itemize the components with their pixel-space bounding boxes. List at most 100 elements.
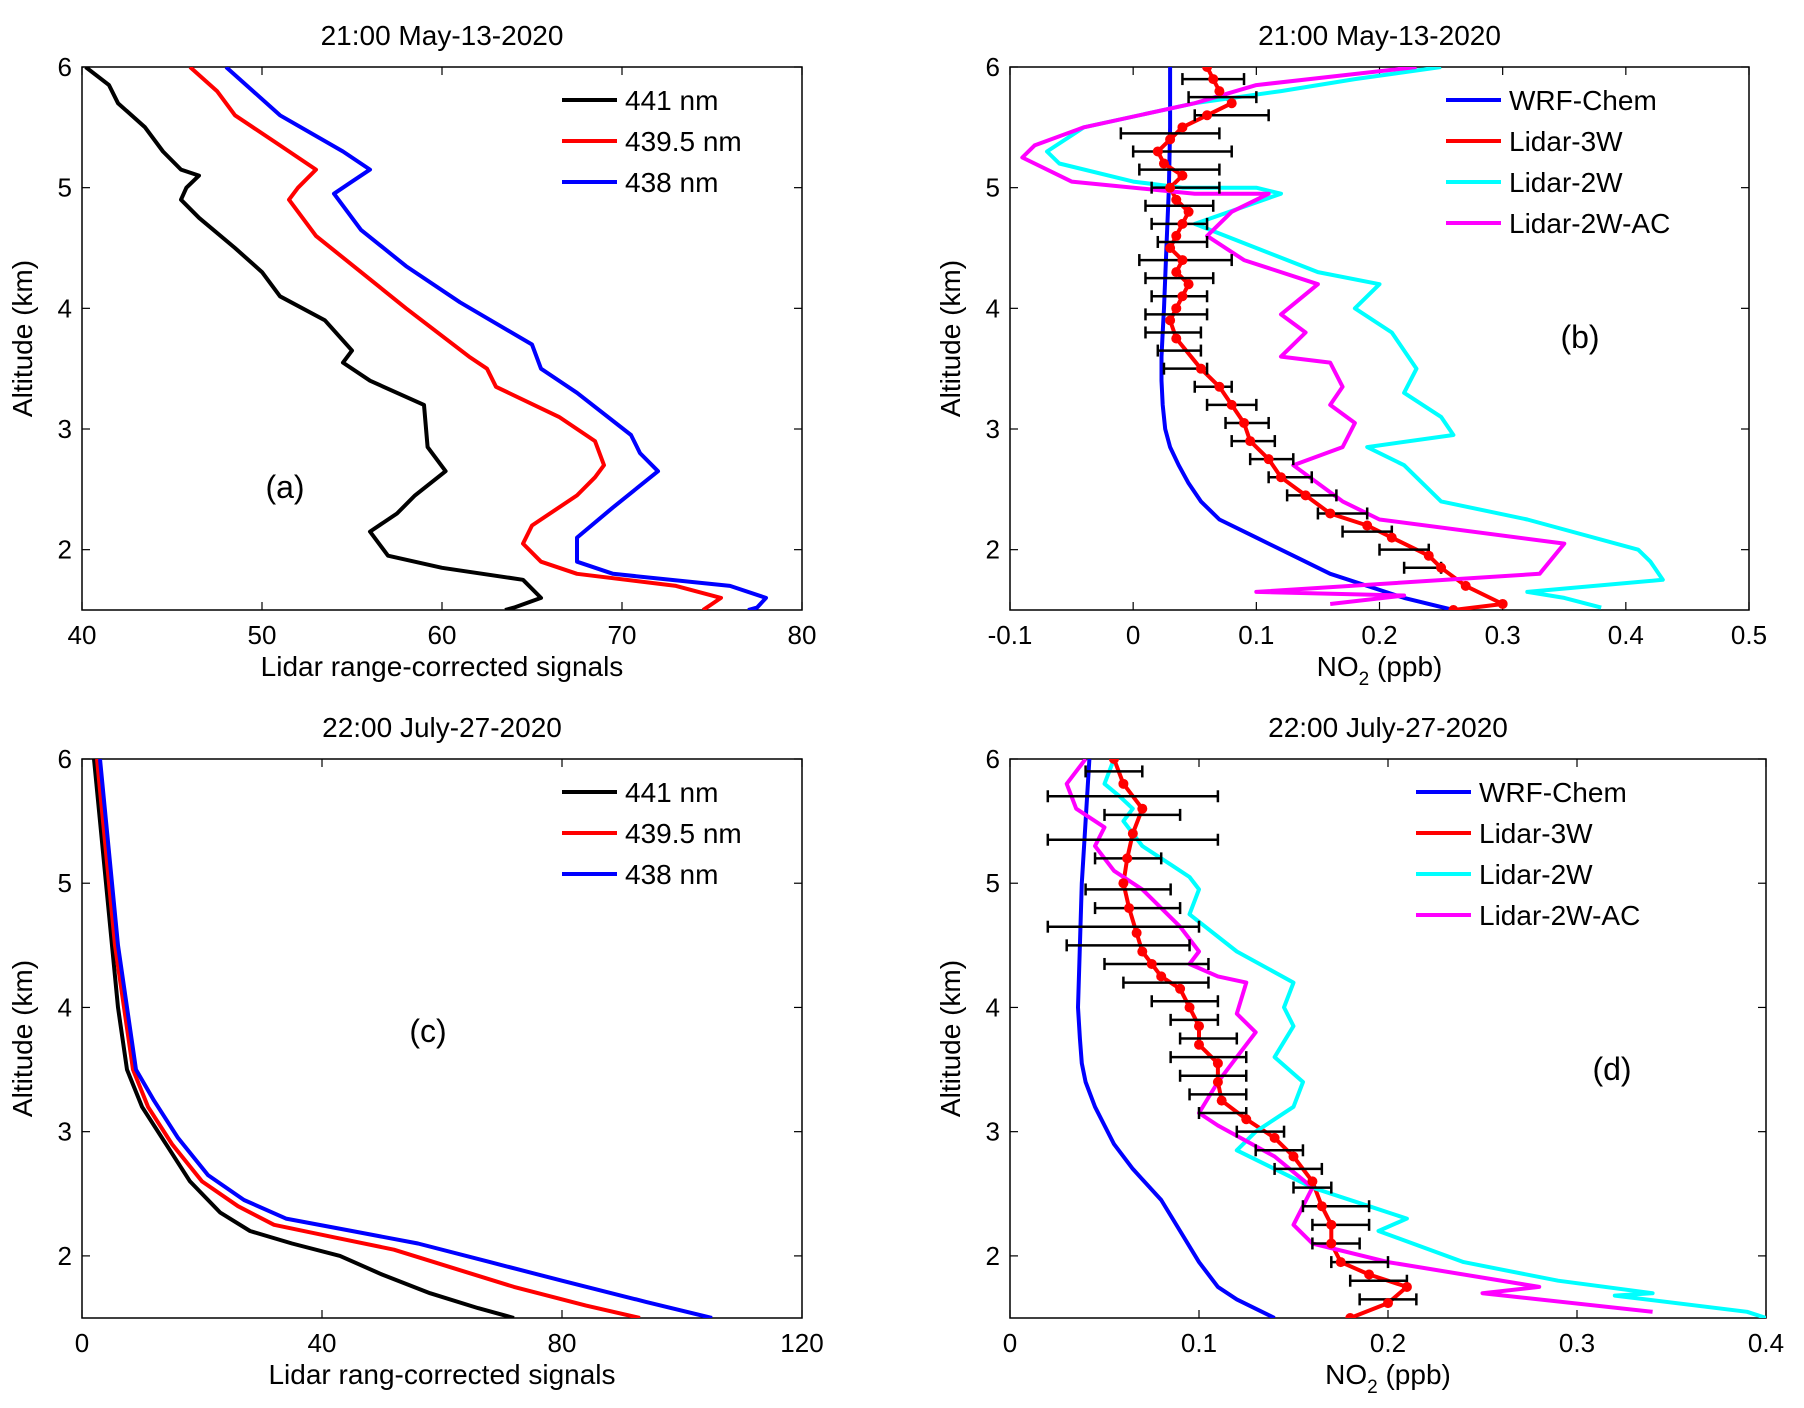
panel-b-lidar-3w-point (1448, 605, 1459, 610)
panel-c-legend-label: 439.5 nm (625, 818, 742, 849)
panel-b-lidar-3w-point (1171, 194, 1182, 205)
panel-b-lidar-3w-point (1171, 267, 1182, 278)
panel-b-series-lidar-2w-ac (1020, 67, 1567, 606)
panel-d-lidar-3w-point (1146, 958, 1157, 969)
panel-d-lidar-3w-point (1108, 759, 1119, 764)
panel-d-lidar-3w-point (1184, 1002, 1195, 1013)
panel-b-lidar-3w-point (1183, 279, 1194, 290)
panel-b-lidar-3w-point (1165, 315, 1176, 326)
panel-d-lidar-3w-point (1137, 803, 1148, 814)
panel-b-ytick-label: 2 (986, 535, 1000, 565)
panel-d-lidar-3w-point (1194, 1039, 1204, 1050)
panel-d-legend-label: WRF-Chem (1479, 777, 1627, 808)
panel-a-series-439-5-nm (188, 67, 723, 610)
panel-a-xtick-label: 50 (248, 620, 277, 650)
panel-a-legend-label: 441 nm (625, 85, 718, 116)
panel-c-series-438-nm (98, 759, 713, 1318)
panel-b-plot-area (1020, 67, 1665, 610)
panel-b-lidar-3w-point (1195, 363, 1206, 374)
panel-d-ytick-label: 5 (986, 868, 1000, 898)
panel-b-ytick-label: 3 (986, 414, 1000, 444)
panel-c: 0 40 80 120 2 3 4 5 6 22:00 July-27-2020 Lidar ran… (7, 712, 824, 1390)
panel-d-ytick-label: 3 (986, 1117, 1000, 1147)
panel-b-lidar-3w-point (1177, 122, 1188, 133)
panel-b-legend-label: WRF-Chem (1509, 85, 1657, 116)
panel-b-xlabel-tail: (ppb) (1369, 651, 1442, 682)
panel-d-xlabel-tail: (ppb) (1378, 1359, 1451, 1390)
panel-b-legend-label: Lidar-3W (1509, 126, 1623, 157)
panel-b-xtick-label: 0.3 (1485, 620, 1521, 650)
panel-d-lidar-3w-point (1118, 878, 1129, 889)
panel-b-lidar-3w-point (1423, 550, 1434, 561)
panel-d-lidar-3w-point (1335, 1257, 1346, 1268)
panel-d-legend-label: Lidar-2W (1479, 859, 1593, 890)
panel-d-series-lidar-2w (1102, 759, 1766, 1318)
panel-d-legend-label: Lidar-2W-AC (1479, 900, 1640, 931)
panel-d-ytick-label: 6 (986, 744, 1000, 774)
panel-b-lidar-3w-point (1177, 255, 1188, 266)
panel-b-lidar-3w-point (1226, 98, 1237, 109)
panel-b-series-lidar-2w (1045, 67, 1665, 610)
panel-b-lidar-3w-point (1300, 490, 1311, 501)
panel-c-annotation: (c) (409, 1013, 446, 1049)
panel-a-xlabel: Lidar range-corrected signals (261, 651, 624, 682)
panel-b-lidar-3w-point (1171, 230, 1182, 241)
panel-d-lidar-3w-point (1212, 1058, 1223, 1069)
panel-a-plot-area (84, 67, 768, 610)
panel-a-legend: 441 nm 439.5 nm 438 nm (562, 85, 742, 198)
panel-b-lidar-3w-point (1171, 303, 1182, 314)
panel-d-xtick-label: 0.1 (1181, 1328, 1217, 1358)
panel-d-title: 22:00 July-27-2020 (1268, 712, 1508, 743)
panel-b-xtick-label: 0.2 (1361, 620, 1397, 650)
panel-b-lidar-3w-point (1497, 598, 1508, 609)
panel-d: 0 0.1 0.2 0.3 0.4 2 3 4 5 6 22:00 July-27-2020 NO2 … (935, 712, 1784, 1398)
panel-b: -0.1 0 0.1 0.2 0.3 0.4 0.5 2 3 4 5 6 21:00 May-13-20… (935, 20, 1767, 690)
panel-a-ytick-label: 4 (58, 293, 72, 323)
panel-d-lidar-3w-point (1127, 828, 1138, 839)
panel-a-title: 21:00 May-13-2020 (321, 20, 564, 51)
panel-b-legend-label: Lidar-2W (1509, 167, 1623, 198)
panel-a-ytick-label: 5 (58, 173, 72, 203)
panel-d-lidar-3w-point (1288, 1151, 1299, 1162)
panel-b-lidar-3w-point (1158, 158, 1169, 169)
panel-d-lidar-3w-point (1269, 1132, 1280, 1143)
panel-d-ytick-label: 4 (986, 992, 1000, 1022)
panel-a-series-438-nm (224, 67, 768, 610)
panel-c-xtick-label: 40 (308, 1328, 337, 1358)
panel-c-ylabel: Altitude (km) (7, 960, 38, 1117)
panel-d-lidar-3w-point (1383, 1298, 1393, 1309)
panel-b-lidar-3w-point (1460, 580, 1471, 591)
panel-d-series-lidar-2w-ac (1064, 759, 1653, 1314)
panel-d-lidar-3w-point (1122, 853, 1133, 864)
panel-a-ytick-label: 6 (58, 52, 72, 82)
panel-b-lidar-3w-point (1214, 381, 1225, 392)
panel-b-legend-label: Lidar-2W-AC (1509, 208, 1670, 239)
panel-d-lidar-3w-point (1307, 1176, 1318, 1187)
panel-b-xlabel-main: NO (1317, 651, 1359, 682)
panel-b-lidar-3w-point (1202, 110, 1213, 121)
panel-d-lidar-3w-point (1175, 983, 1186, 994)
panel-d-annotation: (d) (1592, 1051, 1631, 1087)
panel-c-xtick-label: 80 (548, 1328, 577, 1358)
panel-b-lidar-3w-point (1386, 532, 1397, 543)
panel-b-xtick-label: -0.1 (988, 620, 1033, 650)
panel-d-lidar-3w-point (1364, 1269, 1375, 1280)
panel-b-lidar-3w-point (1263, 454, 1274, 465)
panel-d-ytick-label: 2 (986, 1241, 1000, 1271)
panel-c-xtick-label: 0 (75, 1328, 89, 1358)
panel-c-series-441-nm (92, 759, 515, 1318)
panel-d-series-lidar-3w (1112, 759, 1409, 1318)
panel-b-ytick-label: 4 (986, 293, 1000, 323)
panel-b-lidar-3w-point (1177, 291, 1188, 302)
panel-c-plot-area (92, 759, 713, 1318)
panel-a-xtick-label: 60 (428, 620, 457, 650)
panel-b-axes-box (1009, 66, 1750, 611)
panel-c-xtick-label: 120 (780, 1328, 823, 1358)
panel-b-xlabel: NO2 (ppb) (1317, 651, 1443, 690)
panel-d-xlabel-main: NO (1325, 1359, 1367, 1390)
panel-c-ytick-label: 5 (58, 868, 72, 898)
panel-b-lidar-3w-point (1165, 182, 1176, 193)
panel-d-lidar-3w-point (1401, 1281, 1412, 1292)
panel-d-series-wrf-chem (1076, 759, 1276, 1318)
